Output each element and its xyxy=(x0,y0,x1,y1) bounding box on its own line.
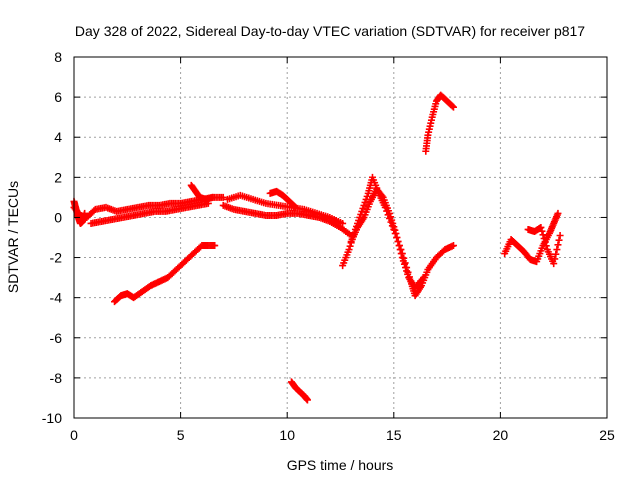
chart-title: Day 328 of 2022, Sidereal Day-to-day VTE… xyxy=(75,23,585,39)
data-point xyxy=(339,219,347,227)
data-point xyxy=(554,241,562,249)
data-point xyxy=(553,246,561,254)
data-point xyxy=(81,209,89,217)
series-track-peak xyxy=(339,173,457,300)
data-point xyxy=(542,242,550,250)
data-point xyxy=(387,213,395,221)
series-track-start xyxy=(70,197,89,227)
data-point xyxy=(403,267,411,275)
y-tick-label: 0 xyxy=(54,209,62,225)
data-point xyxy=(552,250,560,258)
data-point xyxy=(541,238,549,246)
data-point xyxy=(550,260,558,268)
data-point xyxy=(291,202,299,210)
data-point xyxy=(397,250,405,258)
series-track-right xyxy=(501,209,562,266)
series-track-high xyxy=(422,91,457,155)
data-point xyxy=(219,193,227,201)
data-point xyxy=(395,242,403,250)
y-tick-label: -6 xyxy=(50,330,63,346)
series-track-peak-b xyxy=(347,185,428,292)
data-point xyxy=(388,216,396,224)
x-tick-label: 0 xyxy=(70,427,78,443)
y-tick-label: 8 xyxy=(54,49,62,65)
axis-ticks: 0 5 10 15 20 25 -10 -8 -6 -4 -2 0 2 4 6 8 xyxy=(42,49,615,443)
x-axis-label: GPS time / hours xyxy=(287,457,394,473)
data-point xyxy=(551,255,559,263)
plot-frame xyxy=(73,56,608,419)
data-point xyxy=(396,246,404,254)
data-point xyxy=(393,234,401,241)
series-track-rise xyxy=(111,242,219,306)
data-point xyxy=(449,242,457,250)
data-point xyxy=(394,238,402,246)
data-point xyxy=(398,254,406,262)
data-point xyxy=(391,226,399,234)
data-point xyxy=(449,103,457,111)
x-tick-label: 5 xyxy=(177,427,185,443)
data-point xyxy=(556,231,564,239)
data-point xyxy=(211,242,219,250)
data-point xyxy=(378,192,386,200)
y-tick-label: 6 xyxy=(54,89,62,105)
data-point xyxy=(402,264,410,272)
data-point xyxy=(386,209,394,217)
data-point xyxy=(555,236,563,244)
y-tick-label: -4 xyxy=(50,290,63,306)
data-point xyxy=(537,223,545,231)
series-track-bump xyxy=(187,181,217,203)
data-point xyxy=(209,193,217,201)
y-tick-label: -8 xyxy=(50,370,63,386)
series-track-main-b xyxy=(87,199,212,227)
data-point xyxy=(538,227,546,235)
data-point xyxy=(303,396,311,404)
data-point xyxy=(389,219,397,227)
data-point xyxy=(390,223,398,231)
data-point xyxy=(392,229,400,237)
y-tick-label: -10 xyxy=(42,410,62,426)
grid xyxy=(74,57,607,418)
x-tick-label: 25 xyxy=(599,427,615,443)
data-point xyxy=(400,260,408,268)
x-tick-label: 20 xyxy=(493,427,509,443)
data-point xyxy=(345,246,353,254)
y-tick-label: 4 xyxy=(54,129,62,145)
y-axis-label: SDTVAR / TECUs xyxy=(5,181,21,293)
data-point xyxy=(540,235,548,243)
data-point xyxy=(539,231,547,239)
series-track-hill xyxy=(266,187,300,211)
series-track-right-b xyxy=(524,223,564,268)
x-tick-label: 10 xyxy=(279,427,295,443)
data-point xyxy=(292,203,300,211)
data-point xyxy=(420,274,428,282)
data-point xyxy=(404,270,412,278)
x-tick-label: 15 xyxy=(386,427,402,443)
data-point xyxy=(346,242,354,250)
series-track-low xyxy=(287,378,311,404)
y-tick-label: 2 xyxy=(54,169,62,185)
data-points xyxy=(70,91,564,404)
data-point xyxy=(399,257,407,265)
y-tick-label: -2 xyxy=(50,250,63,266)
data-point xyxy=(554,209,562,217)
data-point xyxy=(448,102,456,110)
